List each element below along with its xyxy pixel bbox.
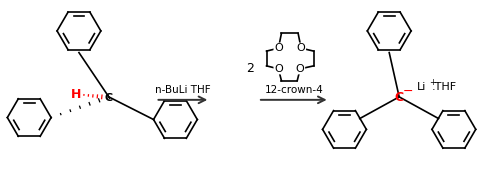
Text: Li: Li xyxy=(417,82,426,92)
Text: H: H xyxy=(71,88,81,101)
Text: 2: 2 xyxy=(246,62,254,75)
Text: .THF: .THF xyxy=(432,82,457,92)
Text: +: + xyxy=(429,78,436,87)
Text: O: O xyxy=(296,43,306,53)
Text: n-BuLi THF: n-BuLi THF xyxy=(154,85,210,95)
Text: O: O xyxy=(274,43,283,53)
Text: O: O xyxy=(296,64,304,74)
Text: O: O xyxy=(274,64,283,74)
Text: −: − xyxy=(403,84,413,98)
Text: 12-crown-4: 12-crown-4 xyxy=(264,85,323,95)
Text: C: C xyxy=(394,91,404,104)
Text: C: C xyxy=(104,93,113,103)
